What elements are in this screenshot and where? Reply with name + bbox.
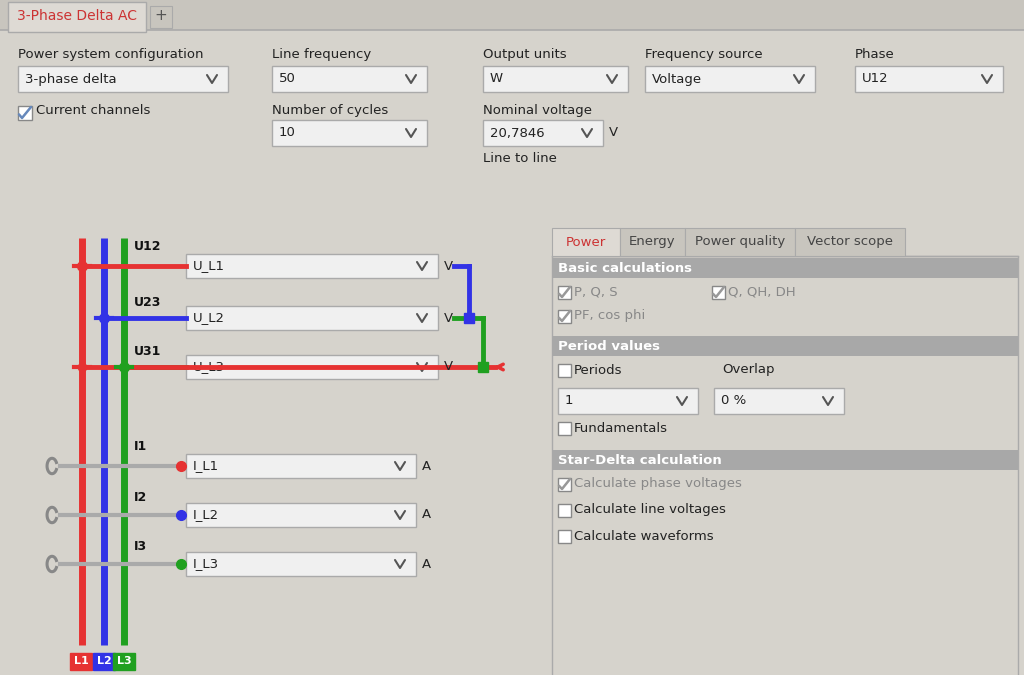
- FancyBboxPatch shape: [552, 450, 1018, 470]
- FancyBboxPatch shape: [552, 336, 1018, 356]
- FancyBboxPatch shape: [186, 306, 438, 330]
- Text: P, Q, S: P, Q, S: [574, 286, 617, 298]
- FancyBboxPatch shape: [558, 364, 571, 377]
- FancyBboxPatch shape: [558, 422, 571, 435]
- FancyBboxPatch shape: [558, 388, 698, 414]
- Text: Fundamentals: Fundamentals: [574, 421, 668, 435]
- Text: Star-Delta calculation: Star-Delta calculation: [558, 454, 722, 466]
- Text: U_L2: U_L2: [193, 311, 225, 325]
- FancyBboxPatch shape: [0, 0, 1024, 30]
- Text: Calculate phase voltages: Calculate phase voltages: [574, 477, 741, 491]
- FancyBboxPatch shape: [113, 653, 135, 670]
- Text: Overlap: Overlap: [722, 364, 774, 377]
- Text: U_L3: U_L3: [193, 360, 225, 373]
- Text: Phase: Phase: [855, 48, 895, 61]
- Text: 50: 50: [279, 72, 296, 86]
- Text: A: A: [422, 558, 431, 570]
- FancyBboxPatch shape: [483, 120, 603, 146]
- FancyBboxPatch shape: [186, 503, 416, 527]
- Text: L2: L2: [96, 657, 112, 666]
- Text: +: +: [155, 9, 167, 24]
- Text: Line frequency: Line frequency: [272, 48, 372, 61]
- Text: I3: I3: [134, 540, 147, 553]
- Text: I_L3: I_L3: [193, 558, 219, 570]
- Text: L3: L3: [117, 657, 131, 666]
- FancyBboxPatch shape: [558, 478, 571, 491]
- FancyBboxPatch shape: [70, 653, 92, 670]
- FancyBboxPatch shape: [558, 310, 571, 323]
- FancyBboxPatch shape: [186, 254, 438, 278]
- FancyBboxPatch shape: [150, 6, 172, 28]
- FancyBboxPatch shape: [186, 454, 416, 478]
- Text: U23: U23: [134, 296, 162, 309]
- Text: Number of cycles: Number of cycles: [272, 104, 388, 117]
- FancyBboxPatch shape: [558, 504, 571, 517]
- FancyBboxPatch shape: [714, 388, 844, 414]
- Text: Power system configuration: Power system configuration: [18, 48, 204, 61]
- FancyBboxPatch shape: [93, 653, 115, 670]
- Text: A: A: [422, 460, 431, 472]
- FancyBboxPatch shape: [186, 355, 438, 379]
- Text: 1: 1: [565, 394, 573, 408]
- FancyBboxPatch shape: [855, 66, 1002, 92]
- Text: Period values: Period values: [558, 340, 660, 352]
- Text: V: V: [609, 126, 618, 140]
- FancyBboxPatch shape: [483, 66, 628, 92]
- FancyBboxPatch shape: [552, 258, 1018, 278]
- FancyBboxPatch shape: [645, 66, 815, 92]
- FancyBboxPatch shape: [8, 2, 146, 32]
- Text: Power quality: Power quality: [695, 236, 785, 248]
- Text: I1: I1: [134, 440, 147, 453]
- Text: PF, cos phi: PF, cos phi: [574, 310, 645, 323]
- FancyBboxPatch shape: [620, 228, 685, 256]
- FancyBboxPatch shape: [795, 228, 905, 256]
- Text: A: A: [422, 508, 431, 522]
- Text: Output units: Output units: [483, 48, 566, 61]
- Text: Energy: Energy: [629, 236, 676, 248]
- Text: U31: U31: [134, 345, 162, 358]
- Text: Power: Power: [566, 236, 606, 248]
- Text: Calculate waveforms: Calculate waveforms: [574, 529, 714, 543]
- Text: V: V: [444, 311, 454, 325]
- Text: Basic calculations: Basic calculations: [558, 261, 692, 275]
- FancyBboxPatch shape: [272, 66, 427, 92]
- Text: U_L1: U_L1: [193, 259, 225, 273]
- Text: Voltage: Voltage: [652, 72, 702, 86]
- Text: Q, QH, DH: Q, QH, DH: [728, 286, 796, 298]
- Text: 0 %: 0 %: [721, 394, 746, 408]
- Text: Vector scope: Vector scope: [807, 236, 893, 248]
- FancyBboxPatch shape: [272, 120, 427, 146]
- Text: U12: U12: [134, 240, 162, 253]
- FancyBboxPatch shape: [18, 66, 228, 92]
- FancyBboxPatch shape: [552, 228, 620, 256]
- Text: I_L2: I_L2: [193, 508, 219, 522]
- Text: W: W: [490, 72, 503, 86]
- FancyBboxPatch shape: [18, 106, 32, 120]
- FancyBboxPatch shape: [558, 286, 571, 299]
- FancyBboxPatch shape: [186, 552, 416, 576]
- Text: Nominal voltage: Nominal voltage: [483, 104, 592, 117]
- Text: 3-Phase Delta AC: 3-Phase Delta AC: [17, 9, 137, 23]
- Text: I_L1: I_L1: [193, 460, 219, 472]
- FancyBboxPatch shape: [712, 286, 725, 299]
- Text: Frequency source: Frequency source: [645, 48, 763, 61]
- Text: Calculate line voltages: Calculate line voltages: [574, 504, 726, 516]
- Text: V: V: [444, 360, 454, 373]
- Text: 10: 10: [279, 126, 296, 140]
- FancyBboxPatch shape: [558, 530, 571, 543]
- Text: 20,7846: 20,7846: [490, 126, 545, 140]
- Text: L1: L1: [74, 657, 88, 666]
- FancyBboxPatch shape: [552, 256, 1018, 675]
- Text: V: V: [444, 259, 454, 273]
- Text: Periods: Periods: [574, 364, 623, 377]
- Text: I2: I2: [134, 491, 147, 504]
- FancyBboxPatch shape: [685, 228, 795, 256]
- Text: U12: U12: [862, 72, 889, 86]
- Text: 3-phase delta: 3-phase delta: [25, 72, 117, 86]
- Text: Line to line: Line to line: [483, 152, 557, 165]
- Text: Current channels: Current channels: [36, 104, 151, 117]
